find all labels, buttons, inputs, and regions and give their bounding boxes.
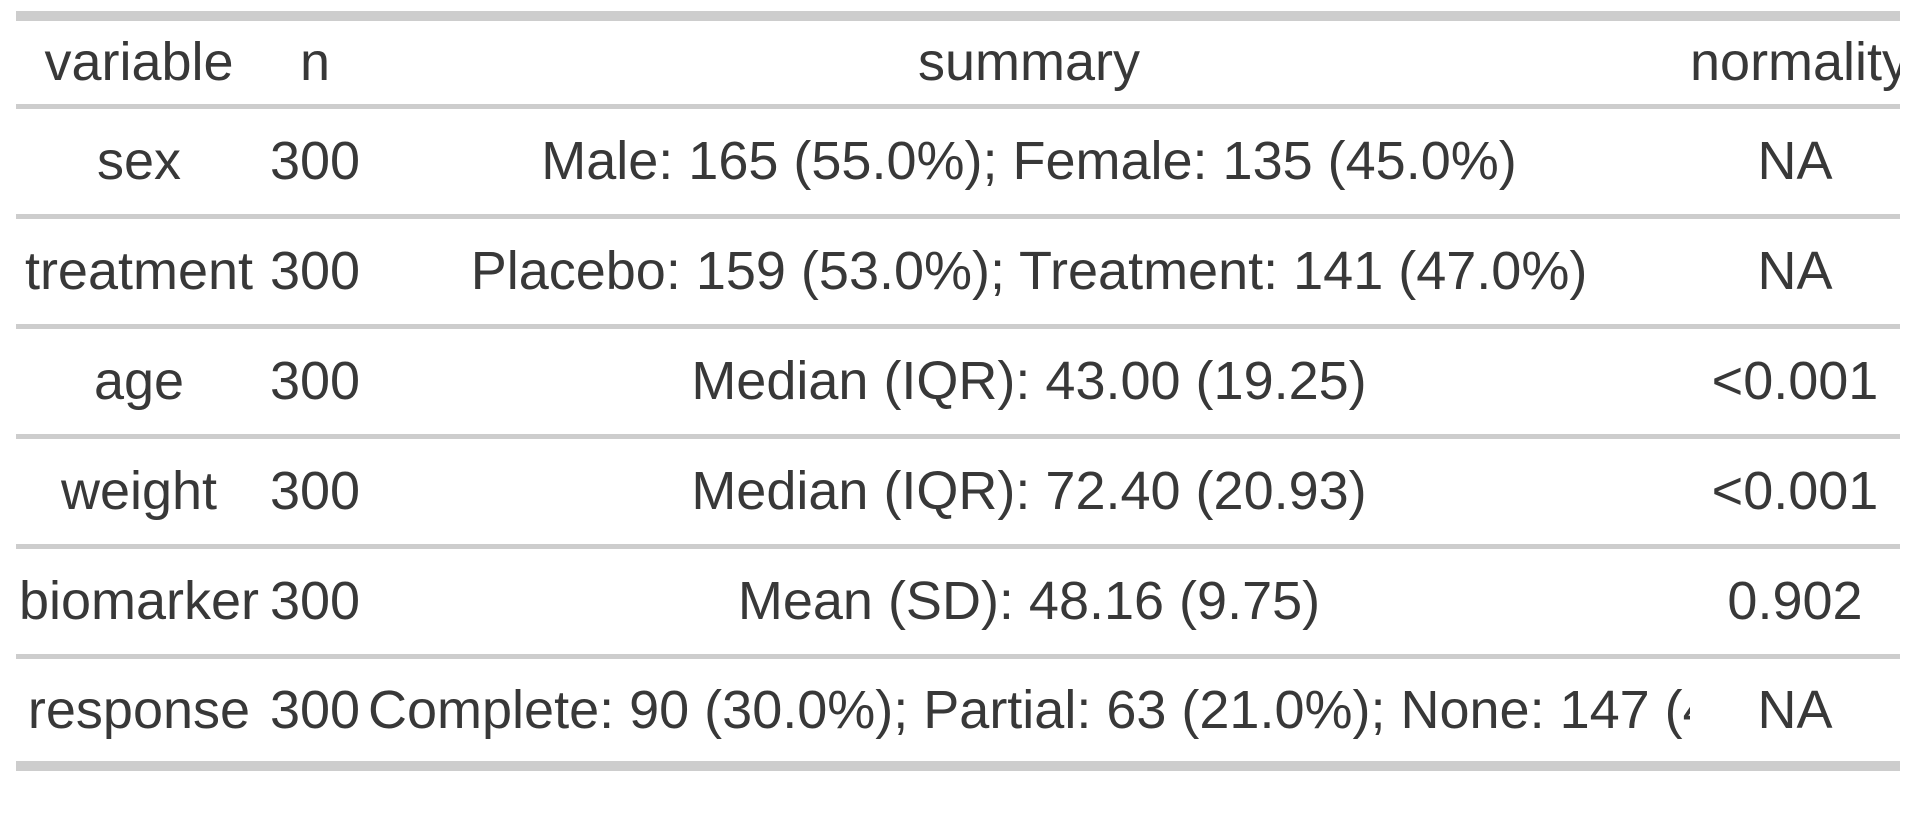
column-header-variable: variable xyxy=(44,32,234,93)
cell-n: 300 xyxy=(269,131,361,191)
cell-n: 300 xyxy=(269,461,361,521)
cell-variable: biomarker xyxy=(18,571,260,631)
cell-summary: Median (IQR): 72.40 (20.93) xyxy=(691,461,1367,521)
header-row: variable n summary normality xyxy=(16,16,1900,106)
cell-summary: Placebo: 159 (53.0%); Treatment: 141 (47… xyxy=(470,241,1588,301)
column-header-n: n xyxy=(299,32,331,93)
column-header-summary: summary xyxy=(917,32,1140,93)
table-row: response 300 Complete: 90 (30.0%); Parti… xyxy=(16,656,1900,766)
table-header: variable n summary normality xyxy=(16,16,1900,106)
summary-table: variable n summary normality sex 300 Mal… xyxy=(16,11,1900,771)
cell-normality: NA xyxy=(1757,241,1833,301)
cell-n: 300 xyxy=(269,571,361,631)
cell-variable: age xyxy=(93,351,185,411)
table-row: treatment 300 Placebo: 159 (53.0%); Trea… xyxy=(16,216,1900,326)
table-body: sex 300 Male: 165 (55.0%); Female: 135 (… xyxy=(16,106,1900,766)
cell-variable: sex xyxy=(96,131,182,191)
cell-normality: <0.001 xyxy=(1711,461,1879,521)
cell-normality: NA xyxy=(1757,679,1833,740)
table-row: age 300 Median (IQR): 43.00 (19.25) <0.0… xyxy=(16,326,1900,436)
cell-n: 300 xyxy=(269,351,361,411)
cell-variable: response xyxy=(27,679,251,740)
cell-normality: 0.902 xyxy=(1727,571,1863,631)
table-row: weight 300 Median (IQR): 72.40 (20.93) <… xyxy=(16,436,1900,546)
cell-summary: Male: 165 (55.0%); Female: 135 (45.0%) xyxy=(541,131,1517,191)
cell-summary: Mean (SD): 48.16 (9.75) xyxy=(737,571,1321,631)
cell-normality: NA xyxy=(1757,131,1833,191)
table-row: sex 300 Male: 165 (55.0%); Female: 135 (… xyxy=(16,106,1900,216)
cell-summary: Median (IQR): 43.00 (19.25) xyxy=(691,351,1367,411)
cell-summary: Complete: 90 (30.0%); Partial: 63 (21.0%… xyxy=(368,679,1690,740)
cell-normality: <0.001 xyxy=(1711,351,1879,411)
cell-variable: weight xyxy=(60,461,218,521)
summary-table-container: variable n summary normality sex 300 Mal… xyxy=(16,11,1900,771)
table-row: biomarker 300 Mean (SD): 48.16 (9.75) 0.… xyxy=(16,546,1900,656)
cell-variable: treatment xyxy=(24,241,254,301)
cell-n: 300 xyxy=(269,679,361,740)
column-header-normality: normality xyxy=(1690,32,1900,93)
cell-n: 300 xyxy=(269,241,361,301)
